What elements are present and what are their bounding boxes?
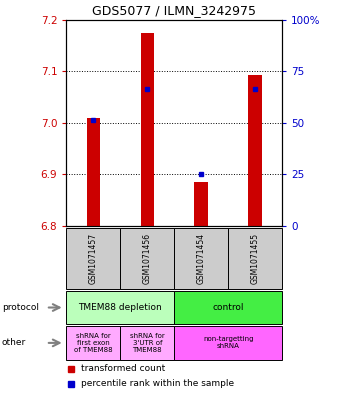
Text: GSM1071454: GSM1071454 xyxy=(197,233,206,284)
Text: shRNA for
3'UTR of
TMEM88: shRNA for 3'UTR of TMEM88 xyxy=(130,333,165,353)
Text: other: other xyxy=(2,338,26,347)
Text: control: control xyxy=(212,303,244,312)
Bar xyxy=(66,228,120,289)
Bar xyxy=(120,326,174,360)
Text: non-targetting
shRNA: non-targetting shRNA xyxy=(203,336,254,349)
Text: TMEM88 depletion: TMEM88 depletion xyxy=(79,303,162,312)
Bar xyxy=(174,228,228,289)
Text: transformed count: transformed count xyxy=(81,364,166,373)
Bar xyxy=(174,326,282,360)
Bar xyxy=(249,75,262,226)
Bar xyxy=(87,118,100,226)
Title: GDS5077 / ILMN_3242975: GDS5077 / ILMN_3242975 xyxy=(92,4,256,17)
Bar xyxy=(194,182,208,226)
Text: shRNA for
first exon
of TMEM88: shRNA for first exon of TMEM88 xyxy=(74,333,113,353)
Bar xyxy=(228,228,282,289)
Text: percentile rank within the sample: percentile rank within the sample xyxy=(81,379,235,388)
Text: GSM1071456: GSM1071456 xyxy=(143,233,152,284)
Bar xyxy=(66,291,174,324)
Text: protocol: protocol xyxy=(2,303,39,312)
Bar xyxy=(140,33,154,226)
Bar xyxy=(66,326,120,360)
Text: GSM1071455: GSM1071455 xyxy=(251,233,260,284)
Bar xyxy=(120,228,174,289)
Bar xyxy=(174,291,282,324)
Text: GSM1071457: GSM1071457 xyxy=(89,233,98,284)
